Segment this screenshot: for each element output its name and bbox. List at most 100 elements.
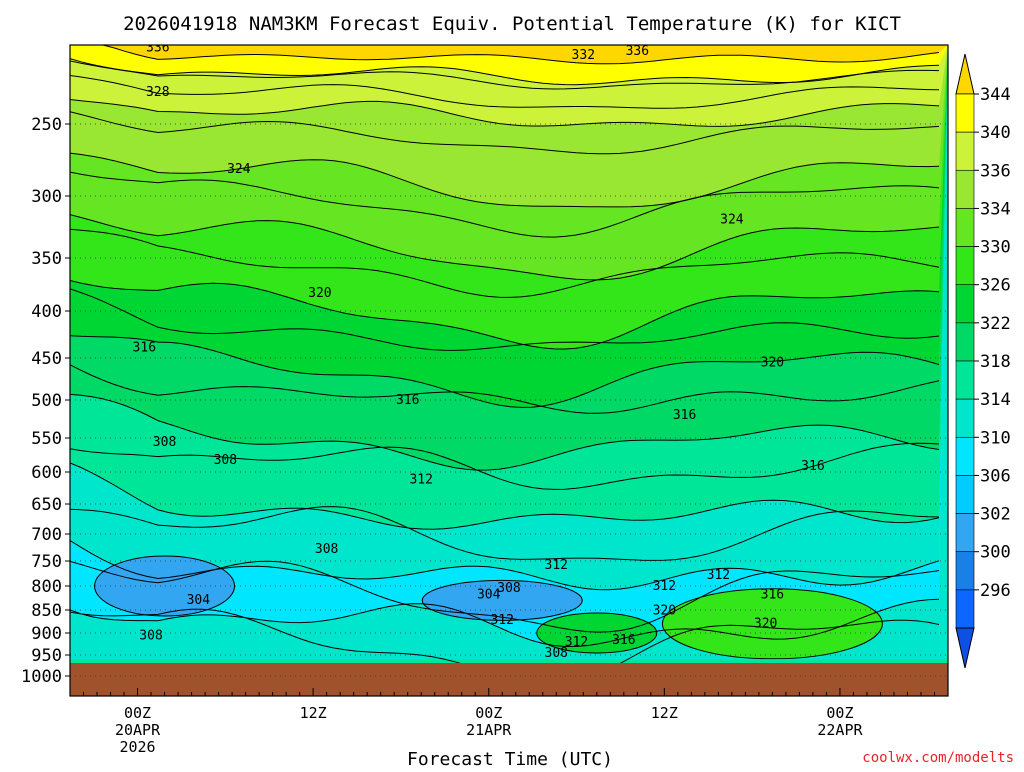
contour-label: 304 bbox=[187, 593, 211, 608]
colorbar-swatch bbox=[955, 246, 975, 286]
contour-line bbox=[70, 45, 940, 109]
contour-line bbox=[70, 45, 940, 530]
colorbar-swatch bbox=[955, 93, 975, 133]
contour-label: 324 bbox=[227, 162, 251, 177]
x-tick-label: 21APR bbox=[466, 721, 512, 739]
colorbar: 344 340 336 334 330 326 322 318 314 310 306 302 300 2… bbox=[955, 53, 1011, 669]
contour-label: 316 bbox=[133, 340, 156, 355]
contour-label: 316 bbox=[673, 408, 696, 423]
colorbar-swatch bbox=[955, 589, 975, 629]
contour-label: 304 bbox=[477, 587, 501, 602]
y-axis: 250 300 350 400 450 500 550 600 650 700 750 800 850 9… bbox=[21, 115, 70, 687]
warm-pocket bbox=[536, 612, 658, 654]
contour-line bbox=[70, 45, 940, 281]
contour-label: 332 bbox=[572, 48, 595, 63]
contour-line bbox=[70, 45, 940, 351]
contour-label: 316 bbox=[761, 587, 784, 602]
contour-label: 328 bbox=[146, 85, 169, 100]
colorbar-label: 344 bbox=[980, 85, 1011, 105]
x-tick-label: 2026 bbox=[119, 738, 155, 756]
contour-label: 320 bbox=[754, 616, 777, 631]
contour-label: 312 bbox=[409, 473, 432, 488]
colorbar-top-arrow bbox=[955, 53, 975, 95]
contour-label: 312 bbox=[491, 613, 514, 628]
contour-label: 308 bbox=[497, 581, 520, 596]
contour-line bbox=[70, 45, 940, 127]
contour-line bbox=[70, 45, 940, 298]
colorbar-label: 296 bbox=[980, 581, 1011, 601]
contour-label: 316 bbox=[801, 459, 824, 474]
colorbar-swatch bbox=[955, 208, 975, 247]
x-tick-label: 12Z bbox=[651, 704, 678, 722]
filled-contours bbox=[70, 45, 948, 696]
colorbar-label: 314 bbox=[980, 390, 1011, 410]
contour-label: 312 bbox=[653, 579, 676, 594]
contour-label: 308 bbox=[545, 646, 568, 661]
colorbar-label: 318 bbox=[980, 352, 1011, 372]
y-tick-label: 600 bbox=[31, 463, 62, 483]
x-tick-label: 12Z bbox=[300, 704, 327, 722]
y-tick-label: 650 bbox=[31, 495, 62, 515]
chart-title: 2026041918 NAM3KM Forecast Equiv. Potent… bbox=[123, 13, 901, 35]
contour-label: 312 bbox=[707, 568, 730, 583]
contour-line bbox=[70, 45, 940, 633]
y-tick-label: 250 bbox=[31, 115, 62, 135]
contour-label: 312 bbox=[565, 635, 588, 650]
x-tick-label: 22APR bbox=[817, 721, 863, 739]
x-tick-label: 00Z bbox=[124, 704, 151, 722]
colorbar-swatch bbox=[955, 169, 975, 209]
y-tick-label: 300 bbox=[31, 187, 62, 207]
contour-line bbox=[70, 45, 940, 414]
colorbar-swatch bbox=[955, 436, 975, 476]
contour-label: 316 bbox=[612, 633, 635, 648]
contour-label: 312 bbox=[545, 558, 568, 573]
colorbar-label: 302 bbox=[980, 505, 1011, 525]
y-tick-label: 400 bbox=[31, 302, 62, 322]
colorbar-label: 330 bbox=[980, 238, 1011, 258]
colorbar-swatch bbox=[955, 398, 975, 438]
colorbar-swatch bbox=[955, 360, 975, 400]
colorbar-label: 336 bbox=[980, 161, 1011, 181]
colorbar-swatch bbox=[955, 284, 975, 324]
colorbar-swatch bbox=[955, 322, 975, 362]
contour-line bbox=[70, 45, 940, 238]
below-ground-mask bbox=[70, 663, 948, 696]
contour-label: 308 bbox=[139, 629, 162, 644]
cold-pocket bbox=[421, 579, 583, 621]
y-tick-label: 500 bbox=[31, 391, 62, 411]
colorbar-swatch bbox=[955, 513, 975, 553]
y-tick-label: 850 bbox=[31, 601, 62, 621]
contour-label: 320 bbox=[761, 355, 784, 370]
colorbar-label: 334 bbox=[980, 199, 1011, 219]
contour-lines bbox=[70, 45, 940, 687]
contour-line bbox=[70, 45, 940, 155]
contour-label: 308 bbox=[153, 435, 176, 450]
colorbar-label: 322 bbox=[980, 314, 1011, 334]
credit-text: coolwx.com/modelts bbox=[862, 750, 1014, 766]
contour-line bbox=[70, 45, 940, 490]
y-tick-label: 350 bbox=[31, 249, 62, 269]
contour-line bbox=[70, 45, 940, 208]
colorbar-swatch bbox=[955, 131, 975, 171]
contour-line bbox=[70, 45, 940, 591]
contour-line bbox=[70, 45, 940, 471]
colorbar-swatch bbox=[955, 475, 975, 514]
contour-label: 336 bbox=[146, 40, 169, 55]
colorbar-label: 300 bbox=[980, 543, 1011, 563]
contour-line bbox=[70, 45, 940, 65]
contour-label: 320 bbox=[653, 604, 676, 619]
y-tick-label: 800 bbox=[31, 577, 62, 597]
y-tick-label: 700 bbox=[31, 525, 62, 545]
y-tick-label: 550 bbox=[31, 429, 62, 449]
warm-pocket bbox=[661, 588, 883, 660]
colorbar-label: 326 bbox=[980, 276, 1011, 296]
contour-label: 336 bbox=[626, 44, 649, 59]
band-fill bbox=[70, 45, 948, 64]
x-axis-label: Forecast Time (UTC) bbox=[407, 749, 613, 768]
contour-line bbox=[70, 45, 940, 647]
contour-line bbox=[70, 45, 940, 350]
x-tick-label: 20APR bbox=[115, 721, 161, 739]
contour-label: 308 bbox=[214, 453, 237, 468]
